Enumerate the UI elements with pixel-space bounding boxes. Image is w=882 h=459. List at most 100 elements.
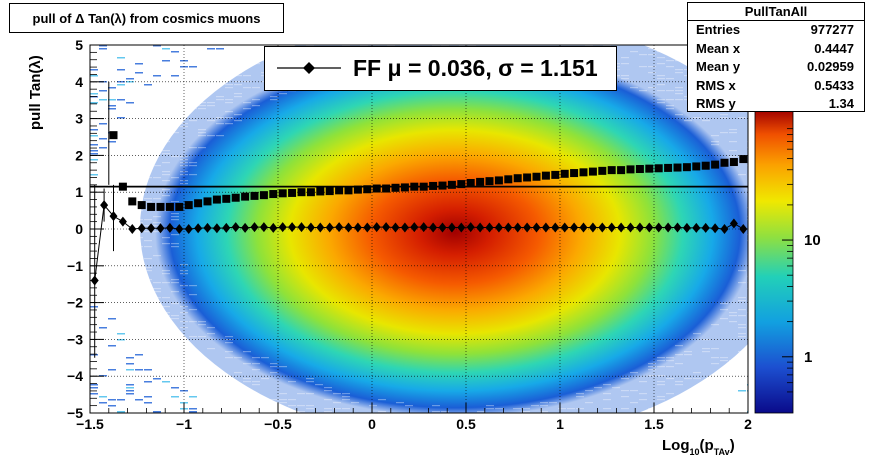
stats-box: PullTanAll Entries 977277 Mean x 0.4447 Mean… [687, 2, 865, 112]
heat-bin [225, 84, 233, 86]
heat-bin [225, 336, 233, 338]
heat-bin [90, 240, 98, 242]
heat-bin [675, 354, 683, 356]
heat-bin [585, 45, 593, 47]
heat-bin [738, 297, 746, 299]
heat-bin [153, 225, 161, 227]
heat-bin [738, 309, 746, 311]
heat-bin [117, 411, 125, 413]
heat-bin [90, 384, 98, 386]
heat-bin [675, 384, 683, 386]
heat-bin [540, 411, 548, 413]
heat-bin [378, 411, 386, 413]
heat-bin [657, 405, 665, 407]
heat-bin [648, 66, 656, 68]
heat-bin [90, 150, 98, 152]
mean-point [429, 222, 438, 233]
heat-bin [684, 378, 692, 380]
heat-bin [306, 393, 314, 395]
mean-point [664, 222, 673, 233]
heat-bin [306, 378, 314, 380]
heat-bin [144, 270, 152, 272]
heat-bin [711, 348, 719, 350]
sigma-point [344, 186, 353, 195]
heat-bin [117, 297, 125, 299]
heat-bin [387, 45, 395, 47]
heat-bin [729, 360, 737, 362]
heat-bin [171, 156, 179, 158]
heat-bin [234, 114, 242, 116]
heat-bin [162, 162, 170, 164]
heat-bin [711, 324, 719, 326]
heat-bin [90, 201, 98, 203]
heat-bin [234, 396, 242, 398]
sigma-point [297, 188, 306, 197]
heat-bin [108, 318, 116, 320]
heat-bin [117, 399, 125, 401]
heat-bin [243, 102, 251, 104]
heat-bin [135, 342, 143, 344]
heat-bin [225, 111, 233, 113]
heat-bin [189, 162, 197, 164]
sigma-point [194, 199, 203, 208]
heat-bin [153, 288, 161, 290]
chart-title-text: pull of Δ Tan(λ) from cosmics muons [32, 10, 261, 26]
mean-point [654, 222, 663, 233]
heat-bin [153, 177, 161, 179]
heat-bin [108, 399, 116, 401]
x-tick-label: 0 [368, 416, 376, 432]
heat-bin [99, 396, 107, 398]
heat-bin [234, 66, 242, 68]
heat-bin [108, 231, 116, 233]
heat-bin [621, 78, 629, 80]
heat-bin [648, 72, 656, 74]
stats-value: 0.02959 [807, 59, 854, 74]
heat-bin [162, 282, 170, 284]
heat-bin [675, 114, 683, 116]
heat-bin [144, 318, 152, 320]
heat-bin [108, 192, 116, 194]
heat-bin [189, 147, 197, 149]
heat-bin [153, 411, 161, 413]
heat-bin [162, 312, 170, 314]
mean-point [156, 223, 165, 234]
heat-bin [702, 390, 710, 392]
heat-bin [378, 399, 386, 401]
heat-bin [117, 327, 125, 329]
heat-bin [189, 372, 197, 374]
heat-bin [441, 411, 449, 413]
heat-bin [189, 165, 197, 167]
mean-point [288, 222, 297, 233]
heat-bin [198, 129, 206, 131]
sigma-point [560, 169, 569, 178]
x-tick-label: −0.5 [264, 416, 292, 432]
heat-bin [126, 363, 134, 365]
heat-bin [675, 99, 683, 101]
heat-bin [162, 117, 170, 119]
heat-bin [729, 141, 737, 143]
heat-bin [144, 240, 152, 242]
heat-bin [207, 84, 215, 86]
heat-bin [153, 216, 161, 218]
heat-bin [216, 48, 224, 50]
heat-bin [729, 375, 737, 377]
heat-bin [207, 333, 215, 335]
mean-point [673, 222, 682, 233]
heat-bin [126, 165, 134, 167]
heat-bin [162, 270, 170, 272]
heat-bin [153, 330, 161, 332]
y-tick-label: 1 [75, 184, 83, 200]
mean-point [353, 222, 362, 233]
heat-bin [189, 408, 197, 410]
heat-bin [738, 300, 746, 302]
heat-bin [621, 408, 629, 410]
heat-bin [144, 153, 152, 155]
heat-bin [279, 393, 287, 395]
heat-bin [162, 318, 170, 320]
heat-bin [729, 312, 737, 314]
y-tick-label: 0 [75, 221, 83, 237]
heat-bin [99, 270, 107, 272]
sigma-point [664, 163, 673, 172]
heat-bin [738, 366, 746, 368]
heat-bin [342, 396, 350, 398]
